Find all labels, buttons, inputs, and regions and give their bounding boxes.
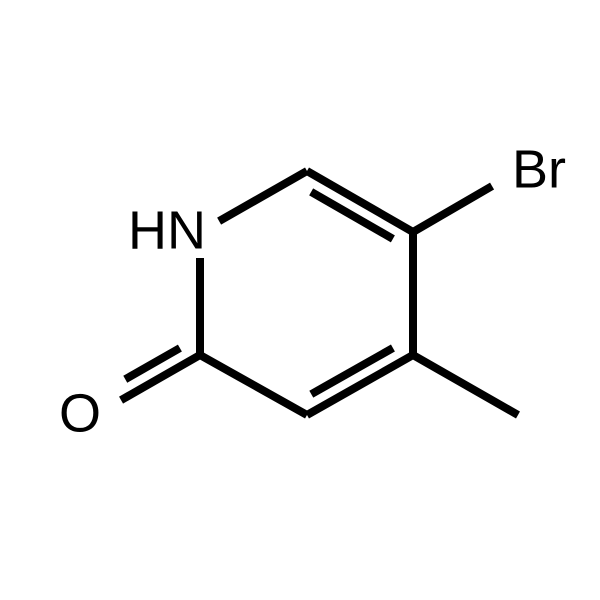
molecule-diagram: O HN Br bbox=[0, 0, 600, 600]
atom-label-br: Br bbox=[512, 139, 566, 199]
atom-label-n: HN bbox=[128, 200, 206, 260]
atom-label-o: O bbox=[59, 383, 101, 443]
